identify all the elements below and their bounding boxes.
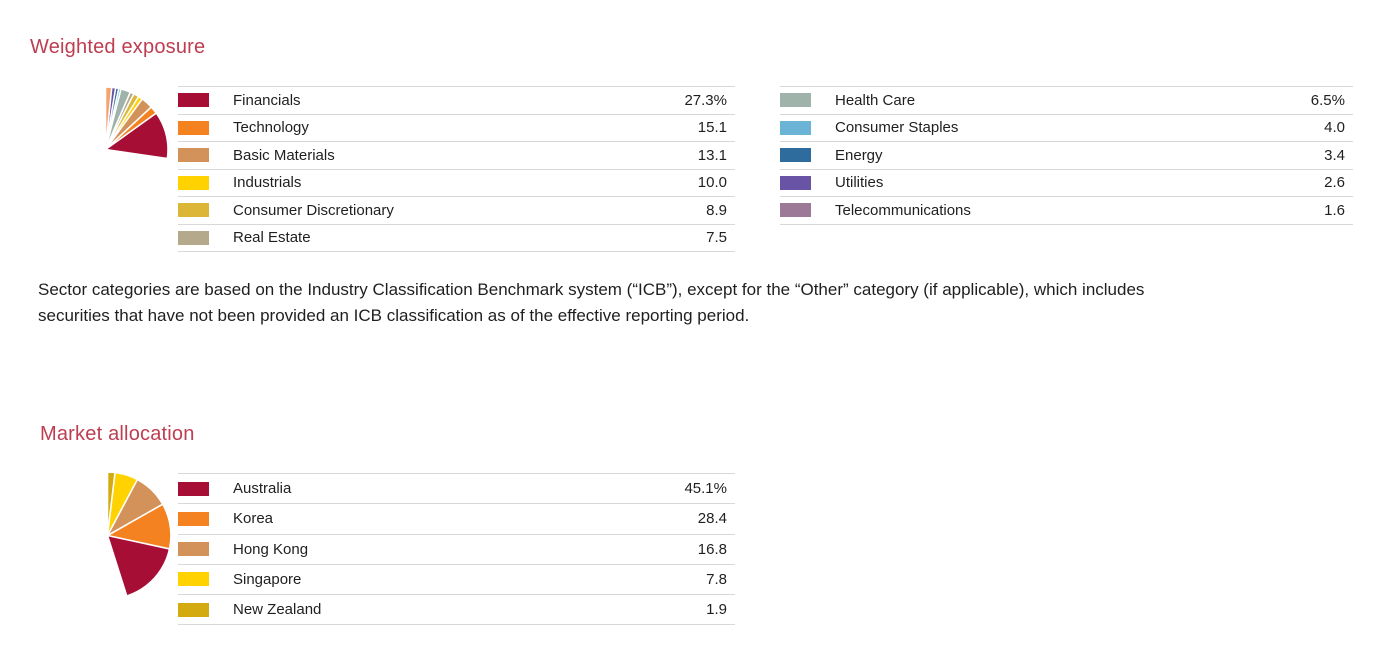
legend-row: Health Care 6.5%	[780, 86, 1353, 114]
legend-value: 16.8	[697, 540, 727, 558]
legend-value: 10.0	[697, 174, 727, 192]
legend-row: Telecommunications 1.6	[780, 196, 1353, 225]
legend-row: Australia 45.1%	[178, 473, 735, 503]
legend-color-swatch	[178, 602, 209, 617]
legend-label: Utilities	[835, 174, 884, 192]
legend-value: 8.9	[706, 201, 727, 219]
legend-row: Consumer Discretionary 8.9	[178, 196, 735, 224]
legend-value: 45.1%	[684, 480, 727, 498]
legend-label: Industrials	[233, 174, 302, 192]
legend-color-swatch	[780, 120, 811, 135]
legend-color-swatch	[178, 511, 209, 526]
market-allocation-pie-chart	[106, 471, 172, 597]
legend-color-swatch	[178, 230, 209, 245]
legend-color-swatch	[178, 175, 209, 190]
legend-row: Energy 3.4	[780, 141, 1353, 169]
legend-color-swatch	[780, 93, 811, 108]
legend-value: 15.1	[697, 119, 727, 137]
icb-note: Sector categories are based on the Indus…	[38, 277, 1368, 328]
legend-value: 6.5%	[1310, 91, 1345, 109]
market-allocation-legend: Australia 45.1% Korea 28.4 Hong Kong 16.8 Sing…	[178, 473, 735, 626]
legend-row: Industrials 10.0	[178, 168, 735, 197]
legend-label: Korea	[233, 510, 274, 528]
legend-color-swatch	[178, 93, 209, 108]
legend-label: Hong Kong	[233, 540, 309, 558]
legend-value: 7.5	[706, 229, 727, 247]
legend-label: Energy	[835, 146, 883, 164]
legend-row: Financials 27.3%	[178, 86, 735, 114]
legend-value: 7.8	[706, 570, 727, 588]
legend-label: Consumer Staples	[835, 119, 959, 137]
icb-note-line-2: securities that have not been provided a…	[38, 305, 750, 325]
legend-value: 1.6	[1324, 201, 1345, 219]
legend-color-swatch	[780, 148, 811, 163]
legend-label: Singapore	[233, 570, 302, 588]
legend-row: Utilities 2.6	[780, 168, 1353, 197]
legend-color-swatch	[780, 175, 811, 190]
weighted-exposure-legend-left: Financials 27.3% Technology 15.1 Basic Mater…	[178, 86, 735, 252]
legend-row: Consumer Staples 4.0	[780, 113, 1353, 142]
market-allocation-heading: Market allocation	[40, 423, 195, 445]
legend-label: Health Care	[835, 91, 916, 109]
icb-note-line-1: Sector categories are based on the Indus…	[38, 280, 1145, 299]
legend-row: Hong Kong 16.8	[178, 533, 735, 564]
legend-value: 2.6	[1324, 174, 1345, 192]
legend-color-swatch	[178, 120, 209, 135]
weighted-exposure-heading: Weighted exposure	[30, 36, 206, 58]
weighted-exposure-legend-right: Health Care 6.5% Consumer Staples 4.0 Energy…	[780, 86, 1353, 225]
legend-row: Technology 15.1	[178, 113, 735, 142]
legend-label: Australia	[233, 480, 292, 498]
legend-label: Consumer Discretionary	[233, 201, 394, 219]
legend-label: Technology	[233, 119, 309, 137]
legend-color-swatch	[178, 148, 209, 163]
weighted-exposure-pie-chart	[104, 86, 169, 160]
legend-value: 28.4	[697, 510, 727, 528]
pie-slice-new-zealand	[106, 471, 116, 537]
legend-color-swatch	[178, 542, 209, 557]
legend-color-swatch	[178, 572, 209, 587]
legend-label: Financials	[233, 91, 301, 109]
legend-value: 1.9	[706, 601, 727, 619]
legend-row: Real Estate 7.5	[178, 223, 735, 252]
legend-label: Real Estate	[233, 229, 311, 247]
pie-slice-telecommunications	[104, 86, 113, 151]
legend-row: Basic Materials 13.1	[178, 141, 735, 169]
legend-row: Singapore 7.8	[178, 563, 735, 594]
legend-color-swatch	[178, 481, 209, 496]
legend-row: Korea 28.4	[178, 503, 735, 533]
legend-label: Telecommunications	[835, 201, 971, 219]
legend-value: 3.4	[1324, 146, 1345, 164]
legend-value: 27.3%	[684, 91, 727, 109]
legend-value: 13.1	[697, 146, 727, 164]
legend-color-swatch	[780, 203, 811, 218]
legend-row: New Zealand 1.9	[178, 594, 735, 626]
legend-value: 4.0	[1324, 119, 1345, 137]
legend-color-swatch	[178, 203, 209, 218]
legend-label: New Zealand	[233, 601, 322, 619]
legend-label: Basic Materials	[233, 146, 335, 164]
